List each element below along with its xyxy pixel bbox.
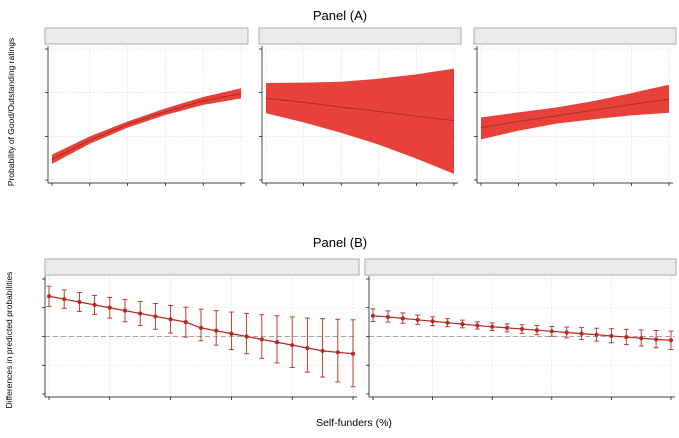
facet-3 [42, 258, 360, 400]
estimate-point [490, 324, 495, 329]
fitted-line [51, 93, 242, 160]
panel-a-ylabel: Probability of Good/Outstanding ratings [6, 38, 16, 186]
facet-1 [258, 27, 462, 186]
estimate-point [445, 320, 450, 325]
estimate-point [198, 325, 204, 330]
estimate-point [370, 313, 376, 318]
facet-strip [258, 27, 462, 45]
facet-strip [44, 258, 360, 276]
estimate-point [475, 323, 480, 328]
estimate-point [460, 322, 465, 327]
estimate-point [549, 329, 554, 334]
estimate-point [320, 348, 325, 353]
estimate-point [290, 343, 295, 348]
facet-strip [473, 27, 677, 45]
estimate-point [229, 331, 234, 336]
fitted-line [480, 98, 670, 129]
estimate-point [430, 319, 435, 324]
panel-b-xlabel: Self-funders (%) [316, 417, 392, 429]
estimate-point [609, 333, 614, 339]
facet-strip [44, 27, 249, 45]
estimate-point [214, 328, 219, 333]
estimate-point [335, 350, 340, 355]
confidence-band [266, 68, 454, 174]
estimate-point [579, 331, 584, 336]
estimate-point [122, 308, 128, 313]
facets [42, 27, 677, 400]
estimate-point [259, 337, 264, 342]
estimate-point [153, 314, 158, 319]
estimate-point [77, 299, 82, 305]
estimate-point [183, 320, 188, 325]
estimate-point [92, 302, 97, 307]
estimate-point [519, 326, 525, 332]
estimate-point [385, 314, 390, 320]
facet-0 [44, 27, 249, 186]
estimate-point [350, 351, 356, 356]
estimate-point [624, 334, 629, 340]
facet-4 [364, 258, 677, 400]
estimate-point [62, 297, 67, 302]
confidence-band [52, 88, 241, 164]
estimate-point [305, 345, 310, 351]
panel-a-title: Panel (A) [313, 8, 367, 23]
fitted-line [265, 97, 455, 122]
estimate-point [46, 294, 52, 299]
estimate-point [415, 317, 420, 322]
estimate-point [534, 328, 540, 333]
estimate-point [107, 305, 112, 310]
estimate-point [168, 317, 173, 322]
facet-strip [364, 258, 677, 276]
estimate-point [654, 337, 659, 342]
estimate-point [594, 332, 599, 337]
estimate-point [400, 316, 405, 321]
estimate-point [274, 340, 280, 345]
estimate-point [668, 338, 674, 343]
estimate-point [505, 325, 510, 330]
panel-b-title: Panel (B) [313, 235, 367, 250]
estimate-point [244, 334, 249, 339]
estimate-point [564, 330, 569, 335]
estimate-point [639, 336, 644, 341]
estimate-point [138, 311, 143, 316]
panel-b-ylabel: Differences in predicted probabilities [4, 272, 14, 409]
facet-2 [473, 27, 677, 186]
confidence-band [481, 84, 669, 140]
